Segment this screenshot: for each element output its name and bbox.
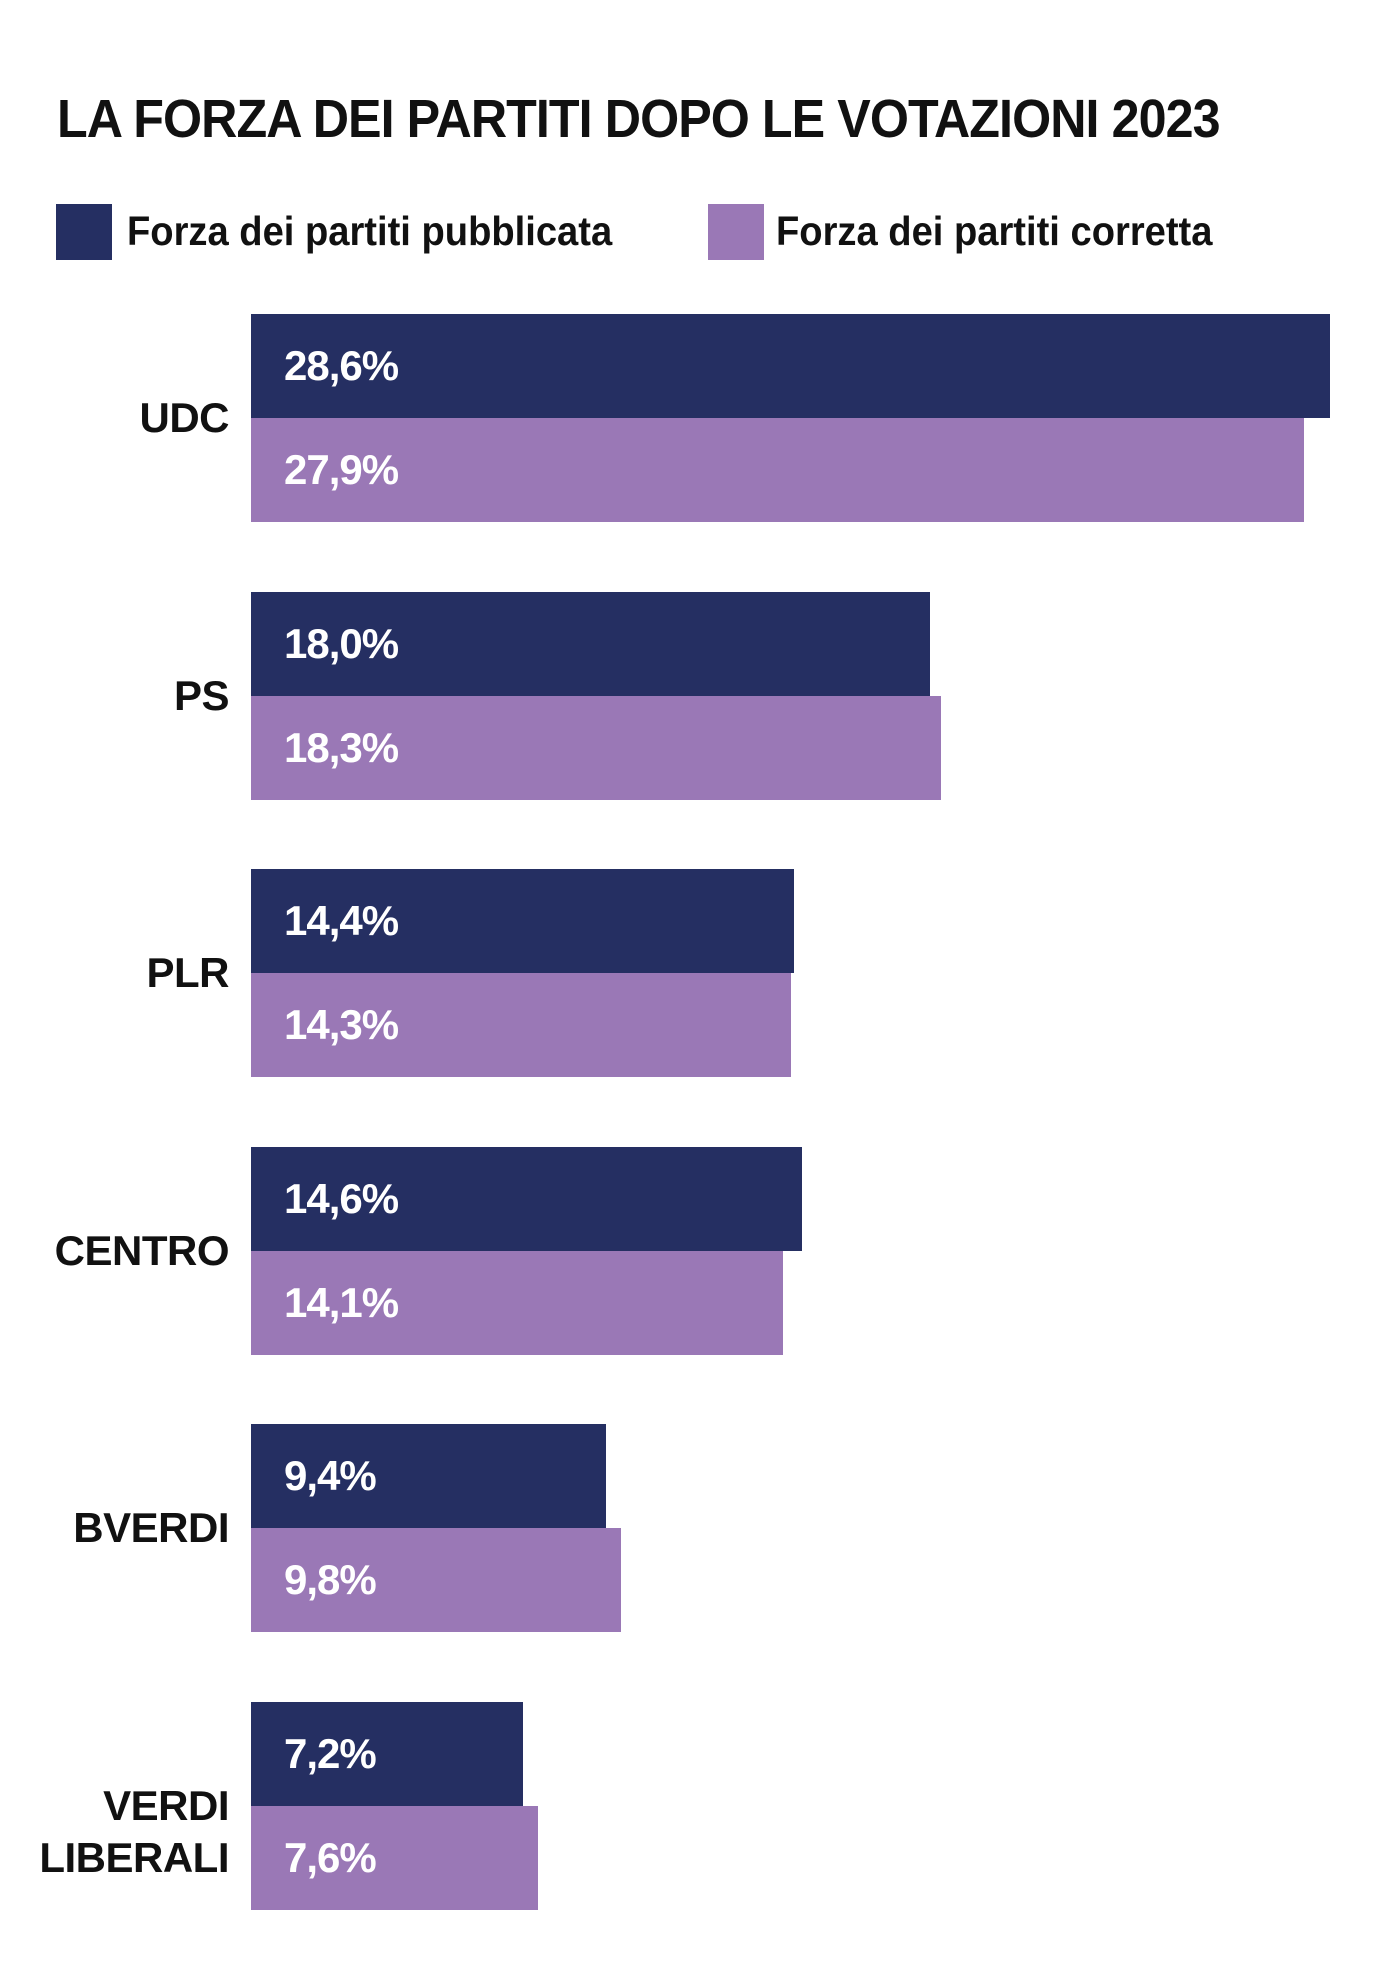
data-label: 14,4% bbox=[284, 897, 399, 944]
bar-published bbox=[251, 1424, 606, 1528]
bar-corrected bbox=[251, 695, 942, 800]
bar-corrected bbox=[251, 1805, 538, 1910]
bar-published bbox=[251, 591, 931, 696]
bar-corrected bbox=[251, 973, 791, 1077]
data-label: 18,0% bbox=[284, 619, 399, 667]
bar-published bbox=[251, 314, 1330, 418]
data-label: 9,4% bbox=[284, 1452, 377, 1499]
data-label: 14,6% bbox=[284, 1174, 399, 1222]
data-label: 7,2% bbox=[284, 1729, 377, 1777]
category-label: VERDI bbox=[103, 1781, 229, 1829]
category-label: BVERDI bbox=[73, 1504, 229, 1551]
bar-corrected bbox=[251, 1250, 783, 1355]
bar-corrected bbox=[251, 418, 1304, 522]
chart-title: LA FORZA DEI PARTITI DOPO LE VOTAZIONI 2… bbox=[57, 89, 1221, 149]
data-label: 28,6% bbox=[284, 342, 399, 389]
legend-label-published: Forza dei partiti pubblicata bbox=[127, 208, 613, 254]
data-label: 14,3% bbox=[284, 1001, 399, 1048]
category-label: UDC bbox=[139, 394, 230, 441]
bar-published bbox=[251, 1701, 523, 1806]
data-label: 9,8% bbox=[284, 1556, 377, 1603]
category-label: PS bbox=[173, 671, 230, 719]
bar-published bbox=[251, 869, 795, 973]
legend-label-corrected: Forza dei partiti corretta bbox=[776, 208, 1213, 254]
bar-published bbox=[251, 1146, 802, 1251]
category-label: PLR bbox=[146, 949, 230, 996]
legend-swatch-corrected bbox=[708, 204, 764, 260]
bar-corrected bbox=[251, 1528, 621, 1632]
data-label: 27,9% bbox=[284, 446, 399, 493]
data-label: 7,6% bbox=[284, 1833, 377, 1881]
category-label: CENTRO bbox=[54, 1226, 230, 1274]
legend-swatch-published bbox=[56, 204, 112, 260]
category-label: LIBERALI bbox=[39, 1833, 229, 1881]
data-label: 14,1% bbox=[284, 1278, 399, 1326]
data-label: 18,3% bbox=[284, 723, 399, 771]
